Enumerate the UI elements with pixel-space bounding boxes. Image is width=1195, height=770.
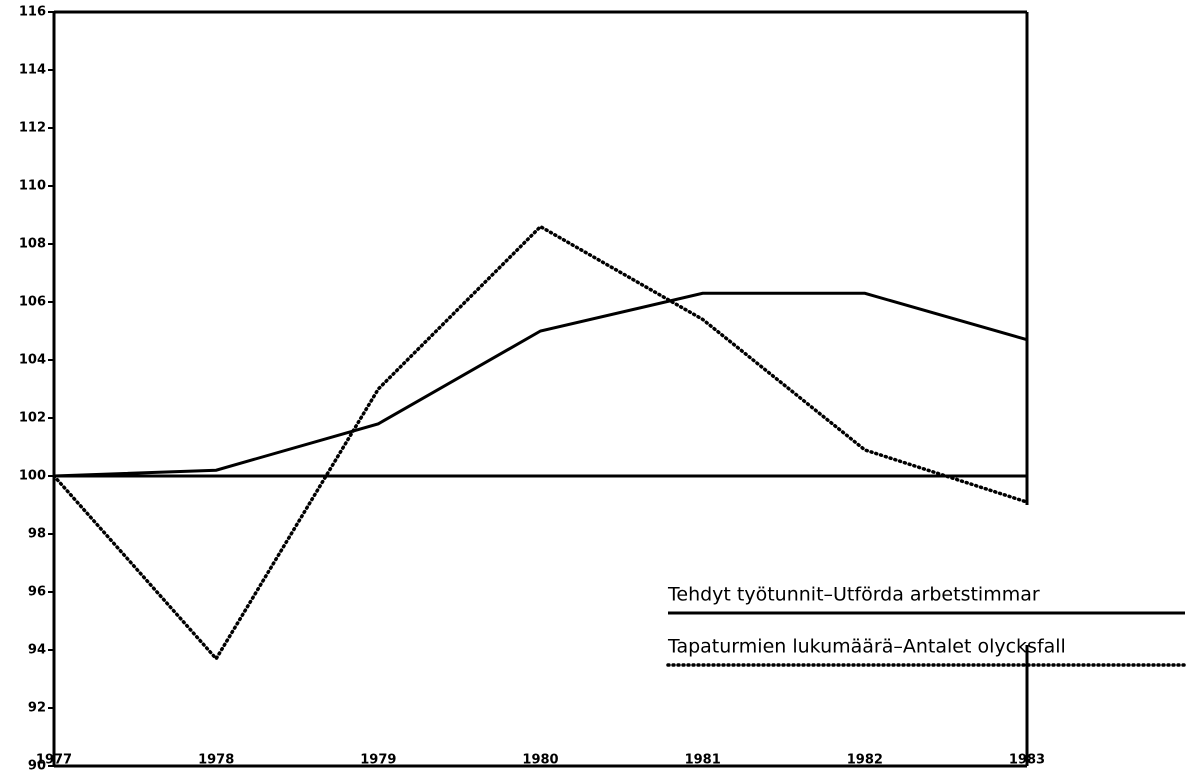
x-tick-label: 1977 xyxy=(36,753,72,768)
legend-label: Tehdyt työtunnit–Utförda arbetstimmar xyxy=(667,584,1040,606)
x-tick-label: 1983 xyxy=(1009,753,1045,768)
y-tick-label: 96 xyxy=(28,585,46,600)
x-tick-label: 1978 xyxy=(198,753,234,768)
x-tick-label: 1981 xyxy=(685,753,721,768)
y-tick-label: 112 xyxy=(19,121,46,136)
y-tick-label: 98 xyxy=(28,527,46,542)
y-tick-label: 100 xyxy=(19,469,46,484)
y-tick-label: 110 xyxy=(19,179,46,194)
y-tick-label: 106 xyxy=(19,295,46,310)
x-tick-label: 1979 xyxy=(360,753,396,768)
y-tick-label: 102 xyxy=(19,411,46,426)
line-series xyxy=(53,291,1028,478)
y-tick-label: 116 xyxy=(19,5,46,20)
y-tick-label: 92 xyxy=(28,701,46,716)
legend-label: Tapaturmien lukumäärä–Antalet olycksfall xyxy=(667,636,1066,658)
line-series xyxy=(52,224,1029,662)
x-tick-label: 1980 xyxy=(522,753,558,768)
y-tick-label: 104 xyxy=(19,353,46,368)
y-tick-label: 94 xyxy=(28,643,46,658)
y-tick-label: 90 xyxy=(28,759,46,770)
y-tick-label: 114 xyxy=(19,63,46,78)
x-tick-label: 1982 xyxy=(847,753,883,768)
y-tick-label: 108 xyxy=(19,237,46,252)
